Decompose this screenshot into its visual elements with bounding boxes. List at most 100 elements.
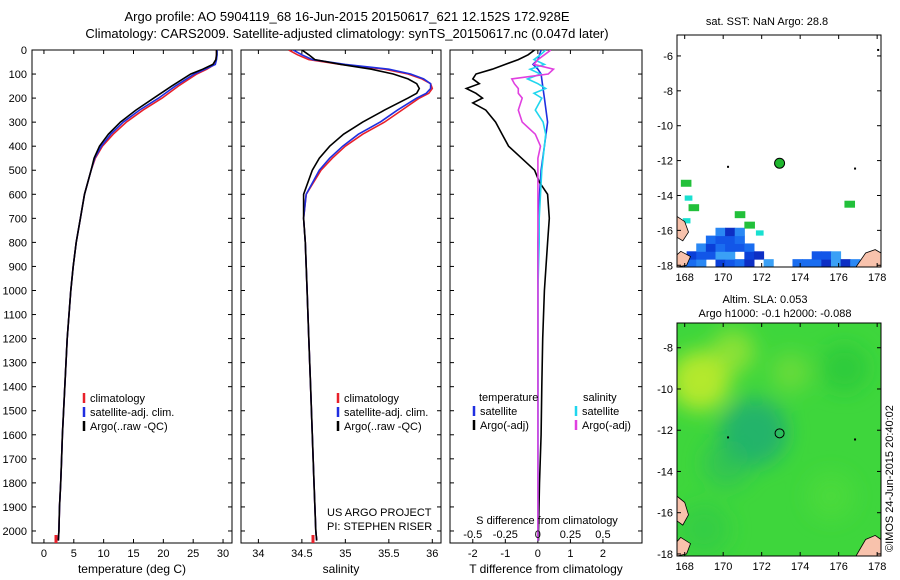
sst-pixel: [715, 243, 726, 252]
sst-pixel: [705, 235, 716, 244]
argo-position-marker: [774, 428, 785, 439]
sla_map-ytick-label: -14: [657, 466, 673, 478]
island-speck: [854, 438, 857, 441]
temperature-xtick-label: 20: [157, 548, 169, 560]
differences-xtick-label: 0: [535, 548, 541, 560]
depth-tick-label: 900: [9, 261, 27, 273]
temperature-frame: [31, 49, 233, 544]
sst_map-ytick-label: -18: [657, 260, 673, 272]
sst-pixel: [696, 259, 707, 267]
sst-pixel: [821, 259, 832, 267]
sst_map-ytick-label: -8: [663, 86, 673, 98]
sst_map-xtick-label: 178: [868, 272, 886, 284]
land-island-3: [855, 249, 881, 267]
temperature-legend-label: Argo(..raw -QC): [90, 421, 168, 433]
temperature-xtick-label: 30: [217, 548, 229, 560]
project-label: US ARGO PROJECT: [327, 507, 432, 519]
sst-pixel: [734, 243, 745, 252]
sst-pixel: [850, 259, 861, 267]
sla_map-ytick-label: -18: [657, 549, 673, 561]
sst-pixel: [705, 251, 716, 260]
depth-tick-label: 0: [21, 45, 27, 57]
sla-anomaly-blob: [710, 329, 755, 374]
sst_map-background: [677, 35, 881, 267]
sst-pixel: [734, 259, 745, 267]
salinity-xtick-label: 34.5: [291, 548, 312, 560]
sst-pixel: [811, 259, 822, 267]
differences-legend-label: Argo(-adj): [582, 420, 631, 432]
sst_map-ytick-label: -16: [657, 225, 673, 237]
sst_map-ytick-label: -6: [663, 51, 673, 63]
temperature-xtick-label: 15: [127, 548, 139, 560]
temperature-xtick-label: 5: [71, 548, 77, 560]
sla_map-ytick-label: -16: [657, 508, 673, 520]
land-island-1: [677, 215, 689, 242]
differences-frame: [449, 49, 643, 544]
sst-pixel: [821, 251, 832, 260]
differences-s-tick-label: 0: [535, 529, 541, 541]
differences-s-tick-label: 0.5: [595, 529, 610, 541]
sst_map-xtick-label: 176: [829, 272, 847, 284]
sla_map-xtick-label: 176: [829, 561, 847, 573]
sla_map-xtick-label: 172: [752, 561, 770, 573]
temperature-xtick-label: 0: [41, 548, 47, 560]
depth-tick-label: 1800: [3, 478, 27, 490]
sst_map-field: [677, 35, 881, 267]
sst-pixel: [725, 259, 736, 267]
differences-s-tick-label: -0.5: [463, 529, 482, 541]
sla-anomaly-blob: [770, 352, 811, 393]
differences-legend-header-t: temperature: [479, 392, 538, 404]
differences-xlabel: T difference from climatology: [469, 562, 623, 576]
sla-anomaly-blob: [703, 439, 752, 488]
sla_map-xtick-label: 178: [868, 561, 886, 573]
land-island-1: [677, 495, 689, 526]
sst-warm-pixel: [744, 221, 755, 229]
figure-title-line2: Climatology: CARS2009. Satellite-adjuste…: [85, 26, 608, 41]
salinity-xlabel: salinity: [323, 562, 360, 576]
differences-xtick-label: 2: [600, 548, 606, 560]
sla-anomaly-blob: [677, 503, 730, 556]
sst-pixel: [734, 227, 745, 237]
differences-series-2: [464, 50, 551, 541]
depth-tick-label: 200: [9, 93, 27, 105]
sst-warm-pixel: [844, 200, 856, 208]
sst-pixel: [734, 235, 745, 244]
differences-s-label: S difference from climatology: [476, 515, 618, 527]
temperature-xlabel: temperature (deg C): [78, 562, 186, 576]
sla-map-panel: Altim. SLA: 0.053 Argo h1000: -0.1 h2000:…: [657, 294, 886, 573]
depth-tick-label: 300: [9, 117, 27, 129]
sst-pixel: [802, 259, 813, 267]
sla-map-title: Altim. SLA: 0.053: [723, 294, 808, 306]
land-island-2: [677, 250, 692, 267]
sla_map-xtick-label: 174: [791, 561, 809, 573]
argo-position-marker: [774, 157, 786, 169]
differences-series-3: [525, 50, 548, 541]
salinity-frame: [240, 49, 442, 544]
depth-tick-label: 1700: [3, 454, 27, 466]
depth-tick-label: 800: [9, 237, 27, 249]
sst_map-ytick-label: -12: [657, 156, 673, 168]
sst_map-xtick-label: 170: [714, 272, 732, 284]
depth-tick-label: 1000: [3, 285, 27, 297]
sst-pixel: [715, 235, 726, 244]
depth-tick-label: 100: [9, 69, 27, 81]
differences-xtick-label: -1: [500, 548, 510, 560]
temperature-legend-label: satellite-adj. clim.: [90, 407, 174, 419]
salinity-legend-label: Argo(..raw -QC): [344, 421, 422, 433]
salinity-xtick-label: 35: [339, 548, 351, 560]
salinity-panel: 34 34.5 35 35.5 36 salinity climatology satelli…: [240, 49, 442, 576]
sst-cyan-pixel: [684, 195, 693, 201]
sla_map-ytick-label: -10: [657, 384, 673, 396]
sst-pixel: [705, 243, 716, 252]
sst-pixel: [715, 259, 726, 267]
sst-pixel: [792, 259, 803, 267]
differences-legend-label: satellite: [582, 406, 619, 418]
island-speck: [854, 167, 857, 170]
salinity-legend-label: satellite-adj. clim.: [344, 407, 428, 419]
sst-pixel: [715, 227, 726, 237]
sst-pixel: [811, 251, 822, 260]
differences-s-tick-label: 0.25: [560, 529, 581, 541]
sst_map-ytick-label: -14: [657, 190, 673, 202]
differences-legend-header-s: salinity: [583, 392, 617, 404]
